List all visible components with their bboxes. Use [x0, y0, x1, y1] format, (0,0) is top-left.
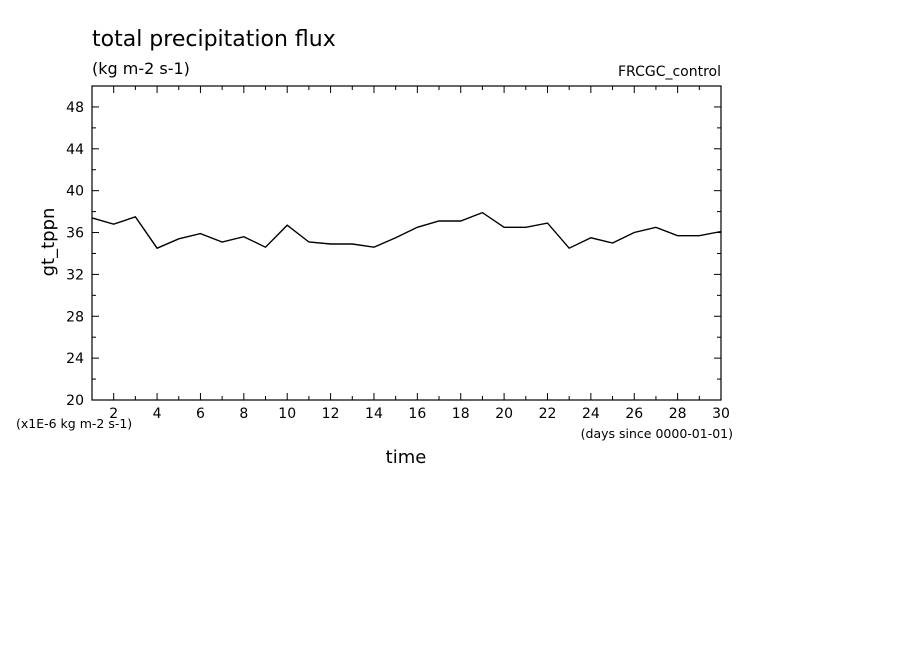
- x-tick-label: 10: [278, 406, 296, 422]
- y-tick-label: 40: [66, 184, 84, 200]
- chart-subtitle: (kg m-2 s-1): [92, 59, 190, 78]
- x-tick-label: 2: [109, 406, 118, 422]
- x-tick-label: 24: [582, 406, 600, 422]
- axis-ticks: [91, 85, 722, 401]
- y-tick-label: 44: [66, 142, 84, 158]
- x-tick-label: 28: [669, 406, 687, 422]
- x-tick-label: 8: [239, 406, 248, 422]
- x-axis-label: time: [386, 447, 427, 468]
- y-tick-label: 28: [66, 309, 84, 325]
- y-units-label: (x1E-6 kg m-2 s-1): [16, 416, 132, 431]
- x-tick-label: 12: [322, 406, 340, 422]
- x-tick-label: 4: [153, 406, 162, 422]
- y-tick-label: 20: [66, 393, 84, 409]
- x-units-label: (days since 0000-01-01): [581, 426, 733, 441]
- y-tick-label: 32: [66, 267, 84, 283]
- x-tick-label: 22: [539, 406, 557, 422]
- x-tick-label: 26: [625, 406, 643, 422]
- y-axis-label: gt_tppn: [38, 208, 59, 277]
- x-tick-labels: 2 4 6 8 10 12 14 16 18 20 22 24 26 28 30: [109, 406, 730, 422]
- y-tick-labels: 20 24 28 32 36 40 44 48: [66, 100, 84, 409]
- x-tick-label: 6: [196, 406, 205, 422]
- plot-frame: [91, 85, 722, 401]
- experiment-label: FRCGC_control: [618, 64, 721, 80]
- y-tick-label: 36: [66, 226, 84, 242]
- y-tick-label: 24: [66, 351, 84, 367]
- x-tick-label: 18: [452, 406, 470, 422]
- series-line: [91, 211, 722, 250]
- x-tick-label: 30: [712, 406, 730, 422]
- x-tick-label: 14: [365, 406, 383, 422]
- x-tick-label: 20: [495, 406, 513, 422]
- y-tick-label: 48: [66, 100, 84, 116]
- x-tick-label: 16: [408, 406, 426, 422]
- chart-title: total precipitation flux: [92, 27, 336, 52]
